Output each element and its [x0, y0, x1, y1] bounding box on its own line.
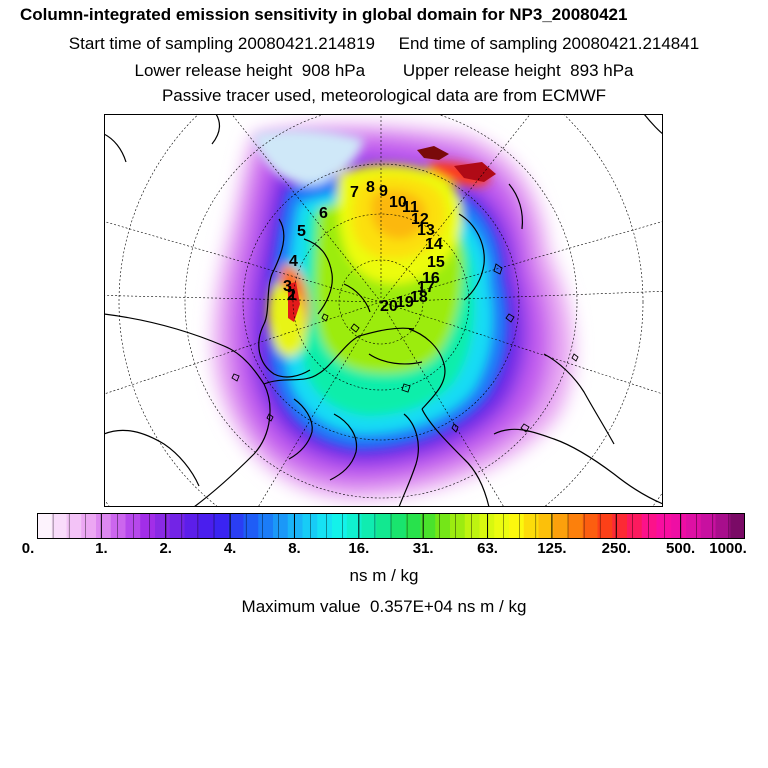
- colorbar-tick-label: 63.: [477, 540, 498, 557]
- colorbar-cell: [184, 513, 200, 539]
- trajectory-label-5: 5: [297, 223, 306, 240]
- colorbar-cell: [523, 513, 540, 539]
- trajectory-label-15: 15: [427, 254, 445, 271]
- colorbar-tick-label: 2.: [159, 540, 172, 557]
- trajectory-label-17: 17: [417, 279, 435, 296]
- colorbar-cell: [464, 513, 481, 539]
- colorbar-cell: [37, 513, 53, 539]
- map-title: Column-integrated emission sensitivity i…: [20, 5, 628, 24]
- colorbar-cell: [96, 513, 112, 539]
- colorbar-tick-label: 31.: [412, 540, 434, 557]
- trajectory-label-14: 14: [425, 236, 443, 253]
- colorbar-cell: [125, 513, 141, 539]
- colorbar-cell: [243, 513, 259, 539]
- colorbar-cell: [110, 513, 127, 539]
- colorbar-cell: [140, 513, 156, 539]
- maximum-value: Maximum value 0.357E+04 ns m / kg: [241, 597, 527, 616]
- colorbar-cell: [686, 513, 702, 539]
- colorbar-tick-label: 4.: [223, 540, 237, 557]
- trajectory-labels: 1 2 3 4 5 6 7 8 9 10 11 12 13 14 15 16 1…: [283, 179, 445, 315]
- colorbar-cell: [509, 513, 525, 539]
- colorbar-cell: [302, 513, 318, 539]
- trajectory-label-4: 4: [289, 253, 298, 270]
- colorbar-tick-label: 0.: [21, 540, 35, 557]
- colorbar-cell: [332, 513, 348, 539]
- release-height-info: Lower release height 908 hPa Upper relea…: [134, 61, 634, 80]
- trajectory-label-7: 7: [350, 184, 359, 201]
- colorbar-cell: [346, 513, 363, 539]
- trajectory-label-18: 18: [410, 289, 428, 306]
- colorbar-cell: [553, 513, 569, 539]
- colorbar-cell: [391, 513, 407, 539]
- colorbar-cell: [376, 513, 392, 539]
- colorbar-cell: [66, 513, 82, 539]
- colorbar-cell: [435, 513, 451, 539]
- trajectory-label-16: 16: [422, 270, 440, 287]
- trajectory-label-2: 2: [287, 287, 296, 304]
- colorbar-cell: [612, 513, 628, 539]
- colorbar-cell: [155, 513, 171, 539]
- colorbar-tick-label: 1.: [95, 540, 108, 557]
- colorbar-cell: [420, 513, 436, 539]
- trajectory-label-13: 13: [417, 222, 435, 239]
- colorbar-cell: [597, 513, 613, 539]
- colorbar-cell: [450, 513, 466, 539]
- colorbar-cell: [568, 513, 584, 539]
- trajectory-label-12: 12: [411, 211, 429, 228]
- colorbar-cell: [214, 513, 230, 539]
- colorbar-tick-label: 16.: [348, 540, 370, 557]
- colorbar-cell: [715, 513, 731, 539]
- colorbar-cell: [361, 513, 377, 539]
- sampling-time-info: Start time of sampling 20080421.214819 E…: [68, 34, 700, 53]
- trajectory-label-20: 20: [380, 298, 398, 315]
- graticule: [104, 114, 663, 507]
- colorbar-cell: [627, 513, 643, 539]
- colorbar: [37, 513, 745, 539]
- emission-sensitivity-map: 1 2 3 4 5 6 7 8 9 10 11 12 13 14 15 16 1…: [104, 114, 663, 507]
- colorbar-cell: [287, 513, 304, 539]
- trajectory-label-11: 11: [402, 199, 419, 216]
- colorbar-cell: [641, 513, 658, 539]
- trajectory-label-10: 10: [389, 194, 407, 211]
- colorbar-cell: [494, 513, 510, 539]
- colorbar-tick-label: 500.: [666, 540, 696, 557]
- coastlines: [104, 114, 663, 507]
- colorbar-cell: [538, 513, 554, 539]
- colorbar-cell: [199, 513, 215, 539]
- colorbar-units: ns m / kg: [349, 566, 419, 585]
- tracer-info: Passive tracer used, meteorological data…: [161, 86, 607, 105]
- colorbar-tick-label: 1000.: [709, 540, 747, 557]
- colorbar-tick-label: 125.: [537, 540, 567, 557]
- colorbar-cell: [405, 513, 422, 539]
- colorbar-cell: [258, 513, 274, 539]
- trajectory-label-8: 8: [366, 179, 375, 196]
- colorbar-cell: [656, 513, 672, 539]
- colorbar-cell: [273, 513, 289, 539]
- colorbar-tick-label: 250.: [601, 540, 631, 557]
- trajectory-label-6: 6: [319, 205, 328, 222]
- trajectory-label-19: 19: [396, 294, 414, 311]
- colorbar-cell: [81, 513, 97, 539]
- trajectory-label-1: 1: [288, 287, 297, 304]
- colorbar-cell: [671, 513, 687, 539]
- colorbar-cell: [317, 513, 333, 539]
- colorbar-cell: [51, 513, 68, 539]
- colorbar-cell: [169, 513, 186, 539]
- trajectory-label-9: 9: [379, 183, 388, 200]
- trajectory-label-3: 3: [283, 278, 292, 295]
- colorbar-cell: [730, 513, 745, 539]
- colorbar-cell: [582, 513, 599, 539]
- colorbar-tick-label: 8.: [288, 540, 301, 557]
- colorbar-cell: [700, 513, 717, 539]
- colorbar-cell: [228, 513, 245, 539]
